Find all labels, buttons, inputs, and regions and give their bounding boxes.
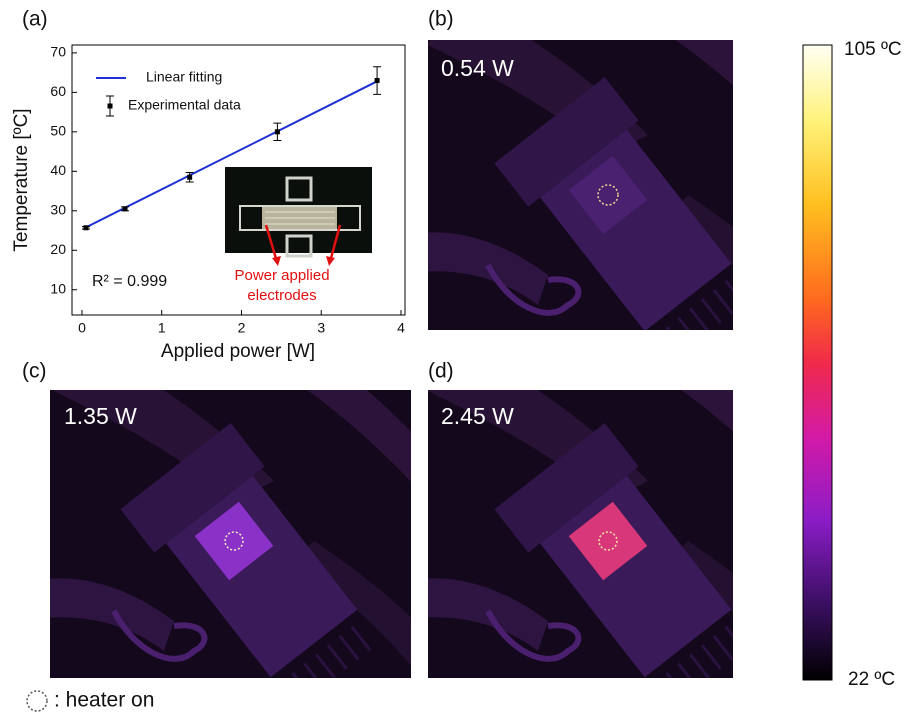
heater-marker: [27, 691, 47, 711]
y-tick-label: 60: [50, 83, 66, 99]
panel-label: (b): [428, 8, 454, 31]
thermal-image: [398, 341, 848, 716]
footnote: : heater on: [54, 689, 154, 712]
colorbar-min-label: 22 ºC: [848, 669, 895, 690]
colorbar: [803, 45, 832, 680]
panel-label: (c): [22, 360, 47, 383]
y-tick-label: 70: [50, 44, 66, 60]
y-tick-label: 20: [50, 241, 66, 257]
data-point: [275, 129, 280, 134]
panel-label: (a): [22, 8, 48, 31]
data-point: [187, 175, 192, 180]
panel-label: (d): [428, 360, 454, 383]
y-axis-label: Temperature [ºC]: [11, 108, 32, 251]
data-point: [123, 206, 128, 211]
x-tick-label: 2: [238, 320, 246, 336]
x-axis-label: Applied power [W]: [161, 341, 315, 362]
y-tick-label: 10: [50, 280, 66, 296]
power-label: 1.35 W: [64, 403, 137, 429]
figure: (a) Power applied electrodes R² = 0.999 …: [0, 0, 923, 716]
data-point: [83, 225, 88, 230]
annotation: R² = 0.999: [92, 273, 167, 290]
legend-label: Experimental data: [128, 97, 241, 113]
y-tick-label: 50: [50, 123, 66, 139]
x-tick-label: 0: [78, 320, 86, 336]
y-tick-label: 30: [50, 201, 66, 217]
legend-swatch: [108, 104, 113, 109]
power-label: 2.45 W: [441, 403, 514, 429]
data-point: [375, 78, 380, 83]
thermal-image: [24, 341, 474, 716]
inset-photo: [225, 167, 372, 266]
x-tick-label: 4: [397, 320, 405, 336]
inset-caption: Power applied: [234, 267, 329, 284]
y-tick-label: 40: [50, 162, 66, 178]
x-tick-label: 3: [317, 320, 325, 336]
colorbar-max-label: 105 ºC: [844, 39, 902, 60]
power-label: 0.54 W: [441, 55, 514, 81]
inset-caption: electrodes: [247, 287, 316, 304]
x-tick-label: 1: [158, 320, 166, 336]
legend-label: Linear fitting: [146, 69, 222, 85]
